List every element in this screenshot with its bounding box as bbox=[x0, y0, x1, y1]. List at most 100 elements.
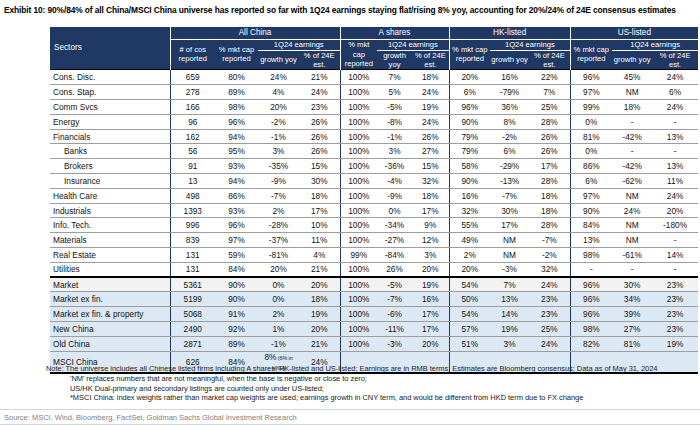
cell: -13% bbox=[490, 174, 529, 189]
column-header-growth-ashares: growth yoy bbox=[377, 50, 412, 70]
cell: 23% bbox=[529, 307, 570, 322]
cell: 18% bbox=[529, 203, 570, 218]
exhibit-title: Exhibit 10: 90%/84% of all China/MSCI Ch… bbox=[4, 5, 698, 15]
column-header-earnings-ashares: 1Q24 earnings bbox=[377, 39, 449, 50]
cell: 51% bbox=[449, 336, 490, 351]
row-label: Old China bbox=[50, 336, 170, 351]
row-label: Cons. Disc. bbox=[50, 70, 170, 85]
table-row: Market536190%0%20%100%-5%19%54%7%24%96%3… bbox=[50, 277, 698, 292]
cell: 86% bbox=[215, 188, 258, 203]
cell: 20% bbox=[652, 203, 698, 218]
table-row: Banks5695%3%26%100%3%27%79%6%26%0%-- bbox=[50, 144, 698, 159]
cell: 100% bbox=[340, 218, 377, 233]
cell: 84% bbox=[215, 262, 258, 277]
cell: NM bbox=[612, 233, 652, 248]
cell: -29% bbox=[490, 159, 529, 174]
cell: 91 bbox=[170, 159, 215, 174]
cell: 96% bbox=[449, 100, 490, 115]
cell: 18% bbox=[529, 188, 570, 203]
cell: 17% bbox=[529, 159, 570, 174]
cell: -3% bbox=[490, 262, 529, 277]
cell: 90% bbox=[449, 174, 490, 189]
cell: -11% bbox=[377, 322, 412, 337]
cell: 100% bbox=[340, 85, 377, 100]
cell: -7% bbox=[258, 188, 299, 203]
cell: NM bbox=[490, 233, 529, 248]
column-header-mktcap-ashares: % mkt cap reported bbox=[340, 39, 377, 70]
cell: 24% bbox=[529, 336, 570, 351]
row-label: Industrials bbox=[50, 203, 170, 218]
cell: 24% bbox=[612, 203, 652, 218]
cell: 15% bbox=[299, 159, 340, 174]
cell: -42% bbox=[612, 159, 652, 174]
cell: 20% bbox=[449, 70, 490, 85]
cell: 1% bbox=[258, 322, 299, 337]
cell: 6% bbox=[449, 85, 490, 100]
cell: 24% bbox=[258, 70, 299, 85]
note-line: *MSCI China: index weights rather than m… bbox=[46, 393, 698, 403]
cell: -2% bbox=[490, 129, 529, 144]
notes-block: Note: The universe includes all Chinese … bbox=[46, 364, 698, 403]
cell: 25% bbox=[529, 322, 570, 337]
cell: -3% bbox=[377, 336, 412, 351]
cell: -36% bbox=[377, 159, 412, 174]
cell: 26% bbox=[299, 129, 340, 144]
table-row: Info. Tech.99696%-28%10%100%-34%9%55%17%… bbox=[50, 218, 698, 233]
cell: 90% bbox=[449, 114, 490, 129]
cell: 54% bbox=[449, 307, 490, 322]
cell: 3% bbox=[490, 336, 529, 351]
cell: 5199 bbox=[170, 292, 215, 307]
cell: 100% bbox=[340, 144, 377, 159]
cell: 100% bbox=[340, 277, 377, 292]
cell: 95% bbox=[215, 144, 258, 159]
cell: 16% bbox=[449, 188, 490, 203]
cell: 24% bbox=[529, 277, 570, 292]
cell: 99% bbox=[570, 100, 612, 115]
note-line: Note: The universe includes all Chinese … bbox=[46, 364, 698, 374]
column-header-growth-allchina: growth yoy bbox=[258, 50, 299, 70]
cell: 0% bbox=[570, 114, 612, 129]
table-row: Market ex fin. & property506891%2%19%100… bbox=[50, 307, 698, 322]
cell: 131 bbox=[170, 262, 215, 277]
row-label: Materials bbox=[50, 233, 170, 248]
table-row: Comm Svcs16698%20%23%100%-5%19%96%36%25%… bbox=[50, 100, 698, 115]
cell: 19% bbox=[299, 307, 340, 322]
cell: 90% bbox=[570, 203, 612, 218]
cell: 94% bbox=[215, 174, 258, 189]
cell: NM bbox=[612, 85, 652, 100]
cell: 17% bbox=[490, 218, 529, 233]
column-header-growth-hk: growth yoy bbox=[490, 50, 529, 70]
cell: 36% bbox=[490, 100, 529, 115]
table-row: Cons. Disc.65980%24%21%100%7%18%20%16%22… bbox=[50, 70, 698, 85]
cell: - bbox=[612, 144, 652, 159]
cell: - bbox=[652, 233, 698, 248]
cell: -5% bbox=[377, 277, 412, 292]
row-label: Health Care bbox=[50, 188, 170, 203]
cell: 5068 bbox=[170, 307, 215, 322]
cell: 0% bbox=[377, 203, 412, 218]
cell: 100% bbox=[340, 159, 377, 174]
cell: 6% bbox=[570, 174, 612, 189]
cell: -5% bbox=[377, 100, 412, 115]
column-header-num-cos: # of cos reported bbox=[170, 39, 215, 70]
cell: 23% bbox=[529, 292, 570, 307]
column-header-mktcap-allchina: % mkt cap reported bbox=[215, 39, 258, 70]
cell: 18% bbox=[412, 70, 449, 85]
cell: -61% bbox=[612, 248, 652, 263]
cell: 13 bbox=[170, 174, 215, 189]
cell: 23% bbox=[299, 100, 340, 115]
cell: 96% bbox=[215, 114, 258, 129]
cell: 59% bbox=[215, 248, 258, 263]
cell: 97% bbox=[215, 233, 258, 248]
cell: -81% bbox=[258, 248, 299, 263]
cell: 23% bbox=[652, 292, 698, 307]
cell: 2% bbox=[449, 248, 490, 263]
cell: 166 bbox=[170, 100, 215, 115]
cell: NM bbox=[612, 218, 652, 233]
cell: 94% bbox=[215, 129, 258, 144]
cell: 13% bbox=[570, 233, 612, 248]
cell: 30% bbox=[299, 174, 340, 189]
cell: -7% bbox=[377, 292, 412, 307]
cell: 32% bbox=[529, 262, 570, 277]
cell: 17% bbox=[412, 203, 449, 218]
